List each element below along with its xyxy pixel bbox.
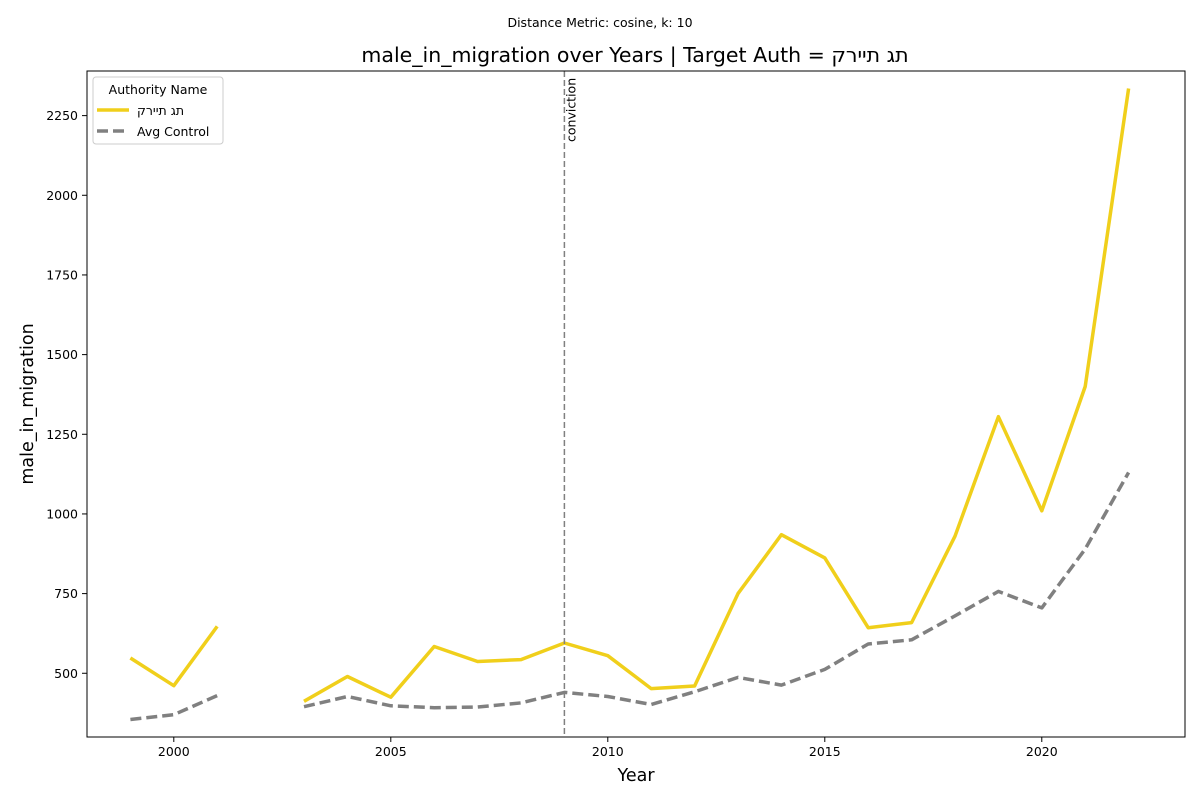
chart-title: male_in_migration over Years | Target Au… bbox=[361, 43, 908, 68]
legend-label-control: Avg Control bbox=[137, 124, 209, 139]
x-tick-label: 2010 bbox=[592, 744, 624, 759]
plot-frame bbox=[86, 70, 1186, 738]
series-line-target bbox=[303, 88, 1131, 703]
y-tick-label: 1750 bbox=[46, 267, 78, 282]
y-tick-label: 1000 bbox=[46, 506, 78, 521]
legend-box bbox=[92, 76, 224, 145]
legend-label-target: תג תיירק bbox=[137, 103, 184, 118]
series-layer bbox=[129, 88, 1131, 722]
y-axis: 500 750 1000 1250 1500 1750 2000 2250 bbox=[46, 108, 87, 681]
x-axis-label: Year bbox=[616, 766, 655, 786]
y-tick-label: 500 bbox=[54, 666, 78, 681]
x-tick-label: 2000 bbox=[158, 744, 190, 759]
series-line-avg-control bbox=[130, 693, 218, 722]
y-tick-label: 2000 bbox=[46, 188, 78, 203]
figure-suptitle: Distance Metric: cosine, k: 10 bbox=[507, 15, 692, 30]
conviction-label: conviction bbox=[563, 78, 578, 142]
annotation-layer: conviction bbox=[563, 71, 578, 737]
y-axis-label: male_in_migration bbox=[18, 323, 38, 484]
y-tick-label: 2250 bbox=[46, 108, 78, 123]
x-axis: 2000 2005 2010 2015 2020 bbox=[158, 737, 1058, 759]
y-tick-label: 750 bbox=[54, 586, 78, 601]
series-line-avg-control bbox=[303, 471, 1131, 710]
x-tick-label: 2020 bbox=[1026, 744, 1058, 759]
y-tick-label: 1500 bbox=[46, 347, 78, 362]
x-tick-label: 2005 bbox=[375, 744, 407, 759]
legend: Authority Name תג תיירק Avg Control bbox=[92, 76, 224, 145]
y-tick-label: 1250 bbox=[46, 427, 78, 442]
plot-area: conviction bbox=[86, 70, 1186, 738]
series-line-target bbox=[129, 625, 219, 688]
legend-title: Authority Name bbox=[109, 82, 208, 97]
x-tick-label: 2015 bbox=[809, 744, 841, 759]
